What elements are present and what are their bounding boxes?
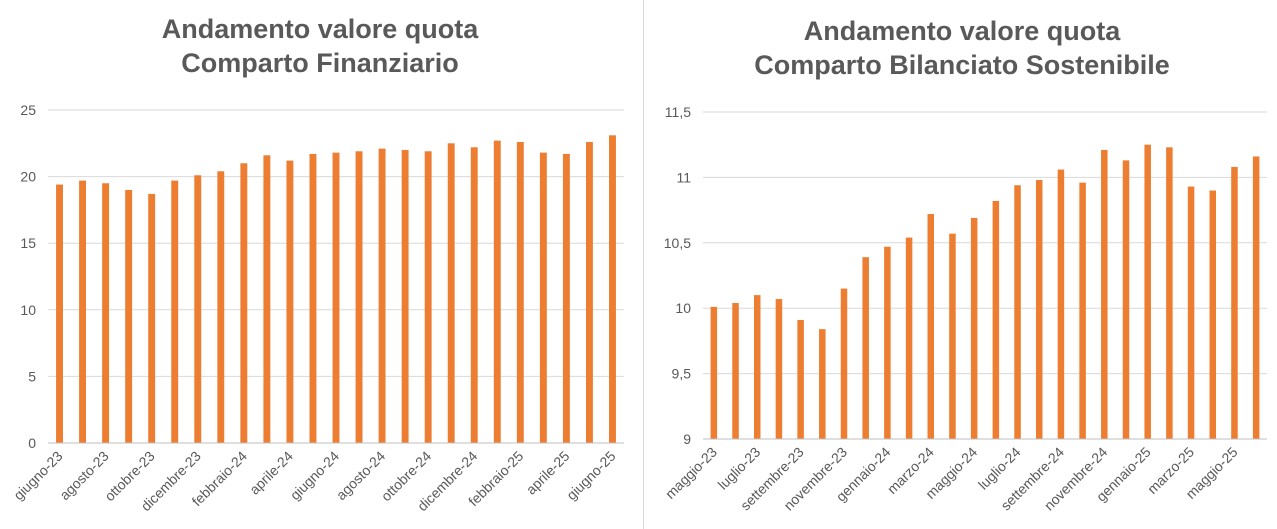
y-tick-label: 10 [675,300,691,316]
bar [539,152,547,443]
x-tick-label: maggio-23 [662,444,720,502]
bar [819,329,826,439]
bar [194,175,202,443]
bar [355,151,363,444]
chart-title-bilanciato: Andamento valore quota Comparto Bilancia… [647,14,1277,82]
x-tick-label: giugno-25 [563,448,619,504]
bar [970,217,978,439]
y-tick-label: 11,5 [665,104,691,120]
bar [1035,180,1043,440]
bar [125,189,133,443]
bar [585,141,593,443]
bar [1101,149,1108,439]
bar [263,155,271,443]
bar [775,299,783,439]
chart-title: Andamento valore quota [803,16,1121,46]
chart-panel-finanziario: Andamento valore quota Comparto Finanzia… [0,12,640,515]
bar [992,200,1000,439]
bar [1122,160,1130,439]
y-tick-label: 25 [20,102,36,118]
y-tick-label: 5 [28,368,36,384]
chart-panel-bilanciato: Andamento valore quota Comparto Bilancia… [647,0,1277,529]
bar [1231,166,1238,439]
bar [1144,144,1151,439]
bar [862,257,869,439]
bar [148,193,156,443]
bar [884,246,891,439]
bar [1166,147,1173,440]
bar [1079,182,1086,439]
bar [401,149,409,443]
bar [217,171,225,443]
chart-subtitle: Comparto Bilanciato Sostenibile [754,50,1170,80]
bar [797,319,804,439]
x-tick-label: giugno-23 [10,448,66,504]
chart-title: Andamento valore quota [161,14,479,44]
bar [286,160,294,443]
y-tick-label: 10 [20,302,36,318]
bar [905,237,913,439]
bar [447,143,455,444]
y-tick-label: 15 [20,235,36,251]
bar [516,141,524,443]
bar [949,233,956,439]
bar [732,302,739,439]
bar [710,306,718,439]
bar [470,147,478,443]
y-tick-label: 20 [20,169,36,185]
chart-bilanciato: 99,51010,51111,5maggio-23luglio-23settem… [662,104,1267,513]
bar [562,153,570,443]
bar [1209,190,1217,439]
bar [840,288,848,439]
chart-title-finanziario: Andamento valore quota Comparto Finanzia… [0,12,640,80]
bar [171,180,179,443]
bar [1014,185,1021,439]
x-tick-label: giugno-24 [287,448,343,504]
y-tick-label: 9 [683,431,691,447]
bar [240,163,248,443]
panel-divider [643,0,644,529]
y-tick-label: 0 [28,435,36,451]
y-tick-label: 10,5 [664,235,691,251]
bar [56,184,63,444]
bar [927,214,935,439]
bar [1187,186,1195,439]
chart-finanziario: 0510152025giugno-23agosto-23ottobre-23di… [10,102,624,514]
bar [1057,169,1065,439]
bar [309,153,317,443]
y-tick-label: 11 [676,169,691,185]
bar [79,180,87,443]
bar [102,183,110,443]
bar [378,148,386,444]
chart-subtitle: Comparto Finanziario [181,48,459,78]
bar [332,152,340,443]
bar [424,151,432,444]
bar [493,140,501,444]
y-tick-label: 9,5 [672,366,692,382]
bar [753,295,761,439]
bar [609,135,616,444]
bar [1252,156,1260,440]
